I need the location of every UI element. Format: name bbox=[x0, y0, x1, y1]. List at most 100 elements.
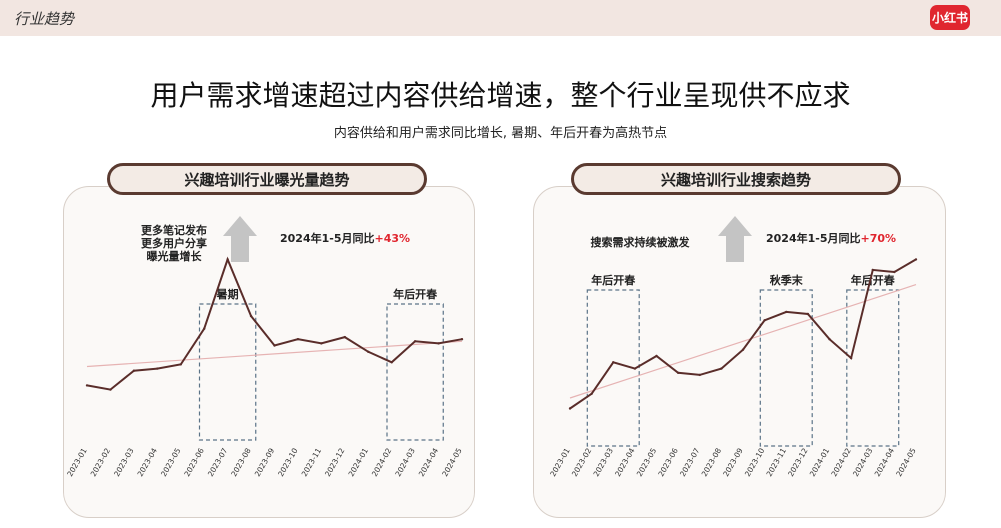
chart-1-yoy-label: 2024年1-5月同比 bbox=[766, 231, 861, 245]
chart-0-point-0 bbox=[85, 384, 89, 387]
chart-0-x-tick-12: 2024-01 bbox=[347, 446, 371, 478]
chart-0-x-tick-0: 2023-01 bbox=[65, 446, 89, 478]
chart-1-highlight-box-2 bbox=[846, 289, 900, 447]
chart-1-x-tick-14: 2024-03 bbox=[851, 446, 875, 478]
chart-0-point-8 bbox=[273, 344, 276, 347]
chart-0-point-3 bbox=[156, 367, 159, 370]
chart-1-highlight-label-0: 年后开春 bbox=[591, 273, 636, 287]
chart-1-highlight-box-1 bbox=[759, 289, 813, 447]
chart-1-yoy-text: 2024年1-5月同比+70% bbox=[766, 231, 896, 245]
chart-0-callout-line-2: 曝光量增长 bbox=[147, 249, 203, 263]
chart-0-x-tick-16: 2024-05 bbox=[440, 446, 464, 478]
chart-1-callout-line-0: 搜索需求持续被激发 bbox=[591, 235, 691, 249]
chart-1-point-6 bbox=[698, 373, 701, 377]
top-bar: 行业趋势 小红书 bbox=[0, 0, 1001, 36]
chart-1-highlight-label-2: 年后开春 bbox=[851, 273, 896, 287]
chart-1-trend-line bbox=[569, 284, 917, 399]
chart-1-point-1 bbox=[590, 392, 593, 395]
chart-0-point-4 bbox=[179, 363, 182, 366]
chart-1-group: 年后开春 秋季末 年后开春2023-012023-022023-032023-042… bbox=[548, 216, 918, 478]
chart-1-point-4 bbox=[655, 354, 658, 358]
chart-1-x-tick-10: 2023-11 bbox=[765, 446, 789, 478]
chart-1-point-10 bbox=[785, 310, 788, 314]
chart-1-x-tick-5: 2023-06 bbox=[656, 446, 680, 478]
chart-0-x-tick-2: 2023-03 bbox=[112, 446, 136, 478]
chart-0-highlight-box-0 bbox=[198, 303, 257, 441]
page-headline: 用户需求增速超过内容供给增速，整个行业呈现供不应求 bbox=[150, 79, 851, 112]
chart-0-highlight-label-1: 年后开春 bbox=[393, 287, 438, 301]
page-subline: 内容供给和用户需求同比增长, 暑期、年后开春为高热节点 bbox=[333, 126, 668, 141]
exposure-chart-panel bbox=[63, 186, 475, 518]
chart-1-x-tick-1: 2023-02 bbox=[570, 446, 594, 478]
chart-1-point-13 bbox=[849, 356, 853, 360]
chart-0-point-13 bbox=[390, 361, 393, 364]
chart-0-callout-line-1: 更多用户分享 bbox=[141, 236, 207, 250]
chart-1-point-5 bbox=[676, 371, 680, 374]
search-chart-title: 兴趣培训行业搜索趋势 bbox=[571, 163, 901, 195]
section-title: 行业趋势 bbox=[14, 10, 75, 28]
chart-0-x-tick-3: 2023-04 bbox=[136, 446, 160, 478]
chart-0-x-tick-15: 2024-04 bbox=[417, 446, 441, 478]
chart-1-x-tick-8: 2023-09 bbox=[721, 446, 745, 478]
chart-0-x-tick-11: 2023-12 bbox=[323, 446, 347, 478]
chart-1-x-tick-12: 2024-01 bbox=[808, 446, 832, 478]
chart-1-highlight-label-1: 秋季末 bbox=[770, 273, 804, 287]
chart-0-x-tick-4: 2023-05 bbox=[159, 446, 183, 478]
chart-0-yoy-text: 2024年1-5月同比+43% bbox=[280, 231, 410, 245]
chart-0-yoy-value: +43% bbox=[375, 232, 411, 245]
chart-1-point-8 bbox=[741, 348, 745, 351]
chart-0-highlight-box-1 bbox=[386, 303, 444, 441]
chart-0-callout-line-0: 更多笔记发布 bbox=[141, 223, 207, 237]
chart-0-trend-line bbox=[86, 340, 463, 368]
chart-1-x-tick-11: 2023-12 bbox=[786, 446, 810, 478]
chart-0-x-tick-9: 2023-10 bbox=[276, 446, 300, 478]
chart-0-yoy-label: 2024年1-5月同比 bbox=[280, 231, 375, 245]
chart-0-x-tick-5: 2023-06 bbox=[182, 446, 206, 478]
chart-1-x-tick-7: 2023-08 bbox=[700, 446, 724, 478]
chart-0-x-tick-6: 2023-07 bbox=[206, 446, 230, 478]
chart-0-point-7 bbox=[249, 314, 253, 318]
chart-0-point-10 bbox=[320, 342, 323, 345]
chart-0-series-line bbox=[86, 256, 463, 391]
chart-0-point-9 bbox=[296, 338, 300, 341]
chart-0-point-1 bbox=[109, 388, 112, 391]
chart-0-point-16 bbox=[460, 338, 464, 341]
chart-0-point-6 bbox=[226, 258, 229, 261]
chart-1-up-arrow-icon bbox=[718, 216, 752, 262]
chart-1-point-12 bbox=[828, 338, 831, 341]
chart-0-x-tick-8: 2023-09 bbox=[253, 446, 277, 478]
chart-0-point-12 bbox=[367, 350, 370, 353]
chart-0-up-arrow-icon bbox=[223, 216, 257, 262]
exposure-chart-title: 兴趣培训行业曝光量趋势 bbox=[107, 163, 427, 195]
chart-1-point-7 bbox=[720, 367, 723, 370]
chart-0-point-2 bbox=[132, 369, 136, 372]
chart-1-point-11 bbox=[806, 312, 810, 316]
chart-0-point-11 bbox=[343, 335, 347, 339]
chart-1-point-16 bbox=[914, 258, 918, 261]
chart-1-x-tick-4: 2023-05 bbox=[635, 446, 659, 478]
xiaohongshu-logo: 小红书 bbox=[930, 5, 970, 30]
chart-1-point-14 bbox=[871, 268, 874, 272]
chart-1-x-tick-0: 2023-01 bbox=[548, 446, 572, 478]
chart-1-x-tick-6: 2023-07 bbox=[678, 446, 702, 478]
chart-0-highlight-label-0: 暑期 bbox=[217, 287, 239, 301]
chart-0-x-tick-10: 2023-11 bbox=[300, 446, 324, 478]
chart-0-x-tick-1: 2023-02 bbox=[89, 446, 113, 478]
chart-0-point-15 bbox=[437, 342, 440, 345]
chart-1-highlight-box-0 bbox=[586, 289, 640, 447]
chart-1-point-0 bbox=[568, 407, 572, 410]
chart-1-yoy-value: +70% bbox=[861, 232, 897, 245]
chart-0-x-tick-7: 2023-08 bbox=[229, 446, 253, 478]
chart-0-point-14 bbox=[413, 340, 417, 343]
chart-1-point-3 bbox=[633, 367, 637, 370]
chart-1-x-tick-9: 2023-10 bbox=[743, 446, 767, 478]
chart-0-x-tick-13: 2024-02 bbox=[370, 446, 394, 478]
chart-1-x-tick-16: 2024-05 bbox=[894, 446, 918, 478]
chart-1-point-9 bbox=[763, 319, 766, 322]
chart-1-x-tick-3: 2023-04 bbox=[613, 446, 637, 478]
chart-0-point-5 bbox=[202, 327, 206, 330]
chart-1-point-2 bbox=[612, 361, 615, 364]
chart-1-x-tick-15: 2024-04 bbox=[873, 446, 897, 478]
